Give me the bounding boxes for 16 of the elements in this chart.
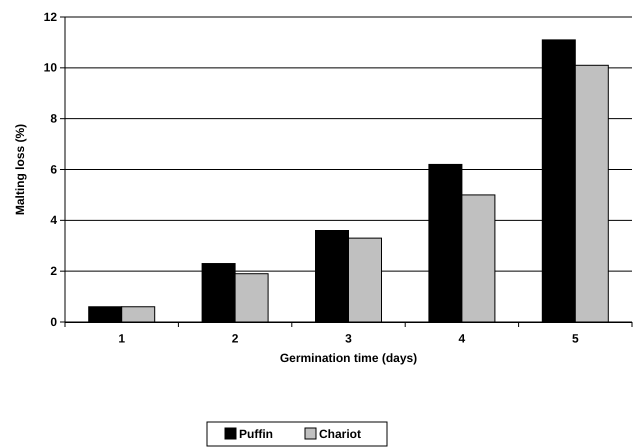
y-tick-label: 2 bbox=[50, 264, 58, 278]
y-tick-label: 10 bbox=[44, 60, 58, 75]
y-tick-label: 12 bbox=[44, 10, 58, 24]
x-tick-label: 4 bbox=[458, 332, 466, 346]
y-tick-label: 4 bbox=[50, 213, 58, 228]
x-tick-label: 1 bbox=[118, 332, 126, 346]
x-tick-label: 3 bbox=[345, 332, 352, 346]
y-tick-label: 8 bbox=[50, 112, 58, 126]
legend-label: Puffin bbox=[239, 427, 273, 441]
x-tick-label: 5 bbox=[572, 332, 579, 346]
x-tick-label: 2 bbox=[232, 332, 239, 346]
legend-label: Chariot bbox=[319, 427, 362, 441]
y-tick-label: 6 bbox=[50, 162, 58, 176]
y-tick-label: 0 bbox=[50, 314, 58, 329]
x-axis-title: Germination time (days) bbox=[280, 351, 418, 365]
y-axis-title: Malting loss (%) bbox=[13, 124, 27, 216]
